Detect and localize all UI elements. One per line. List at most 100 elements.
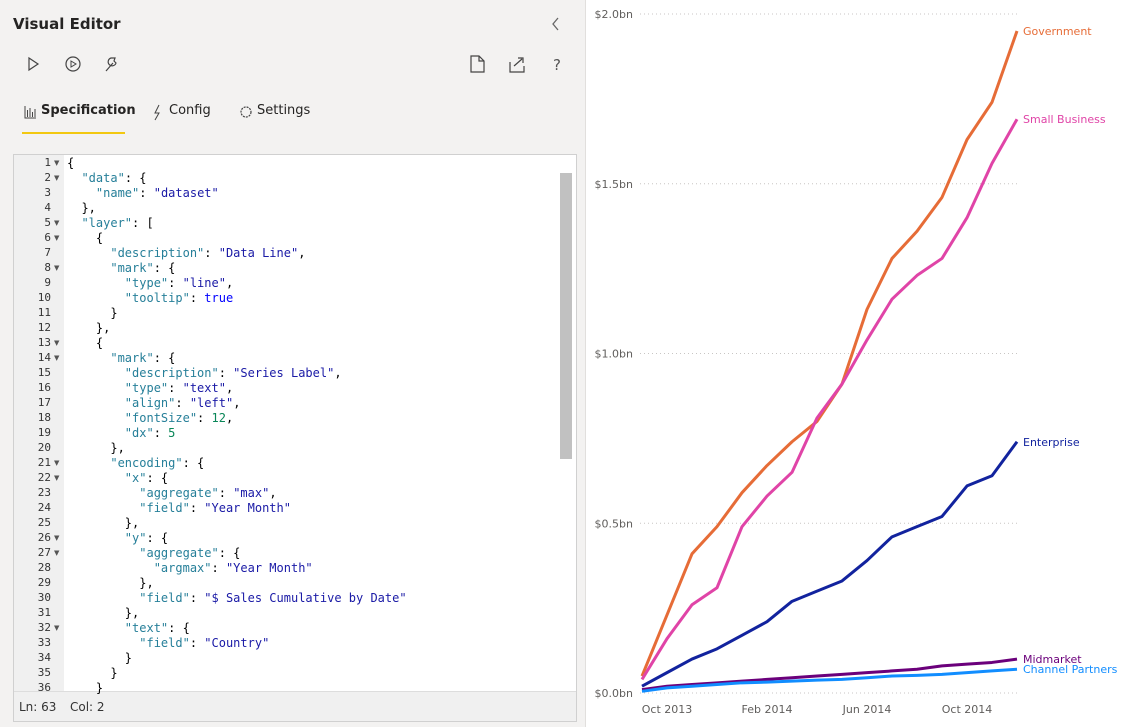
- code-line: "layer": [: [81, 216, 154, 230]
- line-number: 16: [37, 381, 51, 394]
- line-number: 22: [37, 471, 51, 484]
- scrollbar-thumb[interactable]: [560, 173, 572, 459]
- line-number: 30: [37, 591, 51, 604]
- code-line: "description": "Data Line",: [110, 246, 306, 260]
- line-number: 34: [37, 651, 51, 664]
- code-line: {: [67, 156, 75, 170]
- code-line: "argmax": "Year Month": [153, 561, 313, 575]
- share-icon[interactable]: [509, 57, 525, 73]
- x-tick-label: Feb 2014: [742, 703, 793, 716]
- visual-editor-panel: Visual Editor ? Specification Config Set…: [0, 0, 586, 727]
- fold-arrow: ▼: [54, 624, 60, 632]
- y-tick-label: $0.0bn: [595, 687, 633, 700]
- y-tick-label: $2.0bn: [595, 8, 633, 21]
- code-line: "mark": {: [110, 351, 176, 365]
- series-label: Channel Partners: [1023, 663, 1118, 676]
- code-line: "tooltip": true: [124, 291, 234, 305]
- toolbar-icons: ?: [22, 17, 561, 134]
- preview-icon[interactable]: [65, 56, 81, 72]
- line-number: 23: [37, 486, 51, 499]
- collapse-icon[interactable]: [552, 17, 559, 31]
- series-line: [640, 118, 1019, 681]
- code-line: "y": {: [124, 531, 169, 545]
- code-line: "align": "left",: [124, 396, 241, 410]
- settings-icon: [240, 106, 252, 118]
- run-icon[interactable]: [28, 56, 40, 72]
- line-number: 4: [44, 201, 51, 214]
- tab[interactable]: Settings: [257, 103, 311, 118]
- line-number: 6: [44, 231, 51, 244]
- line-number: 8: [44, 261, 51, 274]
- config-icon: [154, 104, 160, 121]
- fold-arrow: ▼: [54, 534, 60, 542]
- line-number: 36: [37, 681, 51, 694]
- fold-arrow: ▼: [54, 159, 60, 167]
- code-line: }: [67, 681, 104, 695]
- line-number: 28: [37, 561, 51, 574]
- line-number: 31: [37, 606, 51, 619]
- line-number: 17: [37, 396, 51, 409]
- new-icon[interactable]: [470, 55, 485, 73]
- tools-icon[interactable]: [105, 57, 117, 72]
- code-line: },: [67, 576, 154, 590]
- code-line: },: [67, 606, 140, 620]
- series-label: Enterprise: [1023, 436, 1080, 449]
- series-label: Small Business: [1023, 113, 1106, 126]
- line-number: 25: [37, 516, 51, 529]
- y-tick-label: $1.5bn: [595, 178, 633, 191]
- code-line: "field": "Year Month": [139, 501, 291, 515]
- code-line: }: [67, 651, 133, 665]
- line-number: 19: [37, 426, 51, 439]
- tab[interactable]: Specification: [41, 103, 136, 118]
- code-line: "text": {: [124, 621, 190, 635]
- status-col: Col: 2: [70, 700, 105, 714]
- series-line: [641, 667, 1018, 693]
- code-line: },: [67, 516, 140, 530]
- help-icon[interactable]: ?: [553, 56, 561, 74]
- code-line: "encoding": {: [110, 456, 205, 470]
- line-number: 10: [37, 291, 51, 304]
- code-line: },: [67, 441, 125, 455]
- code-line: "type": "text",: [124, 381, 234, 395]
- line-number: 20: [37, 441, 51, 454]
- tab[interactable]: Config: [169, 103, 211, 118]
- gutter: 1 ▼ 2 ▼ 3 4 5 ▼ 6 ▼ 7 8 ▼ 9 10 11 12 13 ▼ 14 ▼ 15 16 17 18 19 20 21…: [14, 155, 64, 694]
- code-line: {: [67, 336, 104, 350]
- line-number: 27: [37, 546, 51, 559]
- line-number: 33: [37, 636, 51, 649]
- code-line: "x": {: [124, 471, 169, 485]
- series-label: Midmarket: [1023, 653, 1082, 666]
- line-number: 29: [37, 576, 51, 589]
- panel-title: Visual Editor: [13, 15, 121, 33]
- line-number: 13: [37, 336, 51, 349]
- code-line: "data": {: [81, 171, 147, 185]
- code-line: "aggregate": "max",: [139, 486, 277, 500]
- code-line: "aggregate": {: [139, 546, 241, 560]
- fold-arrow: ▼: [54, 549, 60, 557]
- code-line: "mark": {: [110, 261, 176, 275]
- line-number: 1: [44, 156, 51, 169]
- fold-arrow: ▼: [54, 354, 60, 362]
- code-line: "fontSize": 12,: [124, 411, 234, 425]
- fold-arrow: ▼: [54, 234, 60, 242]
- line-number: 24: [37, 501, 51, 514]
- y-tick-label: $0.5bn: [595, 517, 633, 530]
- line-number: 2: [44, 171, 51, 184]
- code-line: "dx": 5: [124, 426, 176, 440]
- fold-arrow: ▼: [54, 339, 60, 347]
- line-number: 12: [37, 321, 51, 334]
- fold-arrow: ▼: [54, 264, 60, 272]
- fold-arrow: ▼: [54, 174, 60, 182]
- code-editor[interactable]: 1 ▼ 2 ▼ 3 4 5 ▼ 6 ▼ 7 8 ▼ 9 10 11 12 13 ▼ 14 ▼ 15 16 17 18 19 20 21…: [13, 154, 577, 722]
- line-number: 21: [37, 456, 51, 469]
- line-number: 15: [37, 366, 51, 379]
- line-number: 5: [44, 216, 51, 229]
- spec-icon: [24, 106, 36, 119]
- fold-arrow: ▼: [54, 474, 60, 482]
- status-line: Ln: 63: [19, 700, 57, 714]
- code-line: "field": "Country": [139, 636, 270, 650]
- preview-icon-inner: [70, 60, 77, 68]
- chart: $0.0bn $0.5bn $1.0bn $1.5bn $2.0bn Oct 2013 Fe…: [595, 8, 1118, 716]
- line-number: 14: [37, 351, 51, 364]
